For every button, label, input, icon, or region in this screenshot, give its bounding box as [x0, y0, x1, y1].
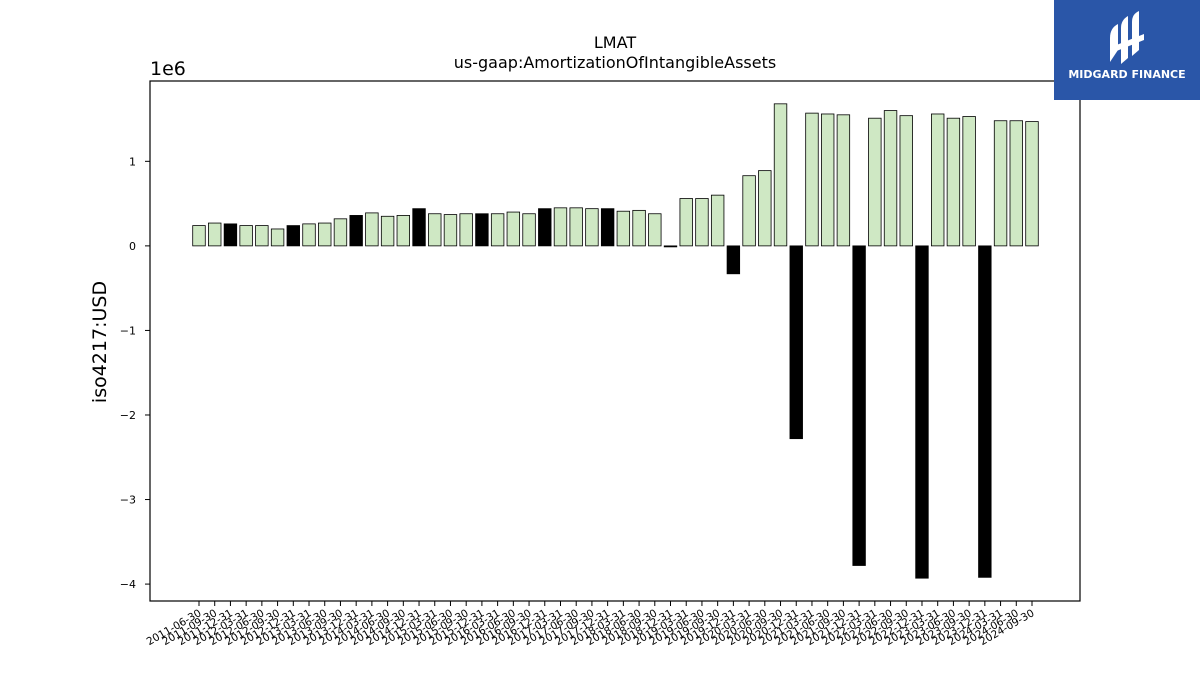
bar-2012-03-31	[239, 225, 253, 247]
bar-2011-06-30	[192, 225, 206, 247]
bar-2015-06-30	[443, 214, 458, 247]
bar-2020-06-30	[758, 170, 772, 247]
bar-2017-03-31	[553, 207, 568, 247]
bar-2020-03-31	[742, 175, 756, 247]
y-ticks: −4 −3 −2 −1 0 1	[120, 155, 150, 591]
bar-2011-09-30	[208, 222, 222, 247]
bar-2014-06-30	[380, 215, 395, 247]
bars-layer	[192, 103, 1039, 579]
bar-2016-09-30	[522, 213, 536, 247]
bar-2022-06-30	[883, 110, 898, 247]
bar-2022-03-31	[868, 117, 882, 247]
bar-2023-06-30	[946, 117, 961, 247]
bar-2019-09-30	[710, 194, 725, 247]
bar-2014-09-30	[396, 215, 410, 247]
bar-2023-09-30	[962, 116, 976, 247]
bar-2013-09-30	[333, 218, 348, 247]
bar-2012-09-30	[270, 228, 285, 247]
bar-2022-09-30	[899, 115, 913, 247]
bar-2023-03-31	[931, 113, 945, 247]
bar-2019-12-31	[726, 245, 741, 275]
y-tick-label: 0	[129, 240, 136, 253]
bar-2021-12-31	[852, 245, 866, 566]
bar-2017-06-30	[569, 207, 583, 247]
y-tick-label: 1	[129, 155, 136, 168]
bar-2016-06-30	[506, 211, 521, 247]
bar-2013-03-31	[302, 223, 316, 247]
y-tick-label: −1	[120, 324, 136, 337]
bar-2011-12-31	[223, 223, 238, 247]
bar-2023-12-31	[978, 245, 992, 578]
chart-title: LMAT	[594, 33, 636, 52]
y-scale-label: 1e6	[150, 58, 186, 80]
bar-2013-12-31	[349, 215, 363, 247]
bar-2015-12-31	[475, 213, 489, 247]
bar-2017-09-30	[585, 208, 599, 247]
bar-2014-03-31	[365, 212, 379, 247]
x-ticks: 2011-06-302011-09-302011-12-312012-03-31…	[145, 601, 1037, 648]
midgard-logo-icon	[1110, 11, 1144, 64]
y-tick-label: −2	[120, 409, 136, 422]
bar-2019-06-30	[695, 198, 709, 247]
chart-subtitle: us-gaap:AmortizationOfIntangibleAssets	[454, 53, 776, 72]
bar-2015-09-30	[459, 213, 473, 247]
midgard-finance-logo: MIDGARD FINANCE	[1054, 0, 1200, 100]
bar-2024-09-30	[1025, 121, 1039, 247]
y-tick-label: −3	[120, 494, 136, 507]
bar-2015-03-31	[428, 213, 442, 247]
plot-frame	[149, 80, 1081, 602]
bar-2016-03-31	[490, 213, 505, 247]
bar-2014-12-31	[412, 208, 426, 247]
bar-2016-12-31	[538, 208, 552, 247]
bar-2021-06-30	[820, 113, 835, 247]
bar-2017-12-31	[600, 208, 615, 247]
bar-2018-03-31	[616, 210, 631, 247]
bar-2018-09-30	[648, 213, 662, 247]
bar-2022-12-31	[915, 245, 929, 579]
bar-2020-09-30	[773, 103, 788, 247]
bar-2021-09-30	[836, 114, 851, 247]
bar-2021-03-31	[805, 112, 819, 247]
y-axis-label: iso4217:USD	[89, 281, 111, 403]
bar-2024-06-30	[1009, 120, 1023, 247]
bar-2018-06-30	[632, 209, 646, 247]
y-tick-label: −4	[120, 578, 136, 591]
logo-text: MIDGARD FINANCE	[1068, 68, 1186, 81]
bar-2018-12-31	[663, 245, 678, 248]
bar-2020-12-31	[789, 245, 803, 440]
bar-2024-03-31	[993, 120, 1008, 247]
bar-2012-06-30	[255, 225, 269, 247]
bar-2012-12-31	[286, 225, 300, 247]
bar-2013-06-30	[318, 222, 332, 247]
bar-2019-03-31	[679, 198, 693, 247]
